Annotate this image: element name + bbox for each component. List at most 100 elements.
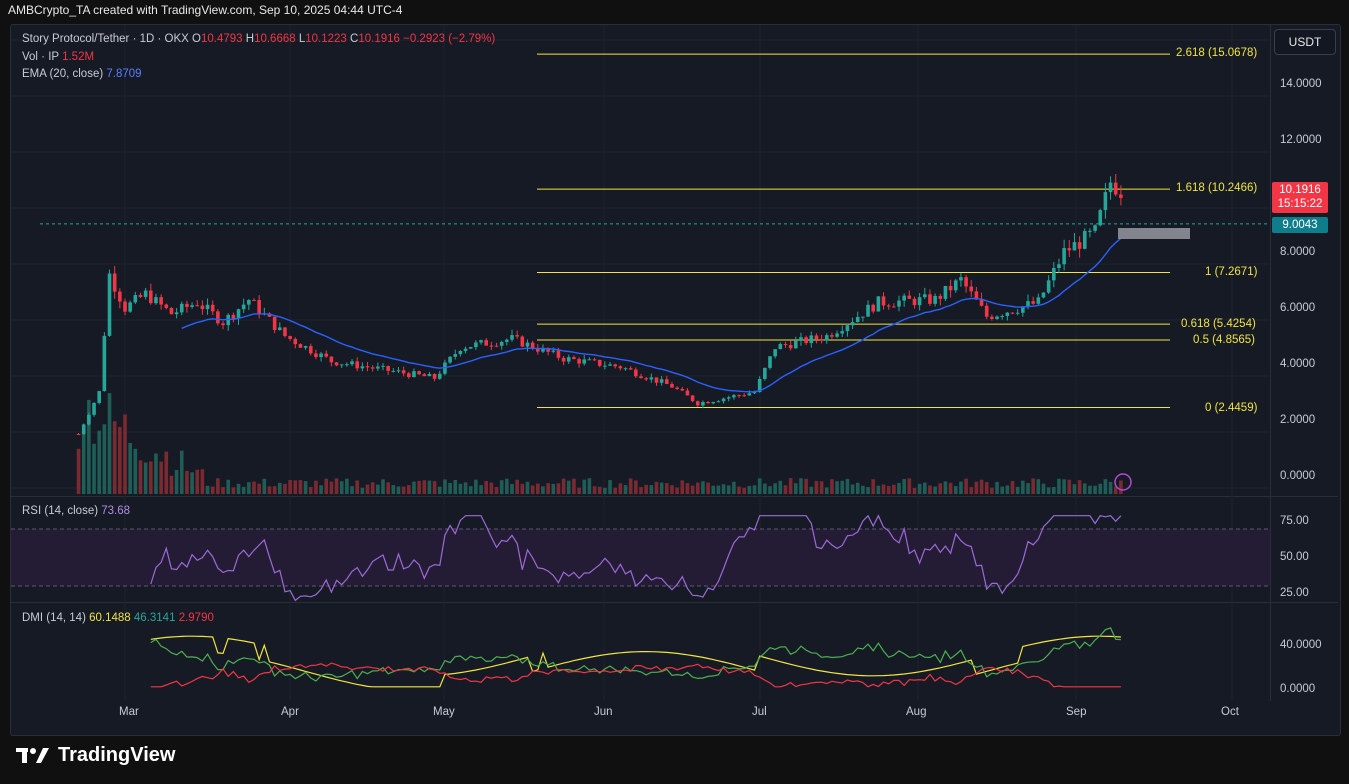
rsi-tick: 50.00 bbox=[1280, 551, 1309, 563]
volume-bar bbox=[185, 470, 189, 494]
dmi-minus-value: 2.9790 bbox=[178, 612, 214, 624]
tradingview-logo[interactable]: TradingView bbox=[16, 743, 175, 767]
candle-body bbox=[623, 368, 628, 370]
volume-bar bbox=[138, 460, 143, 494]
candle-body bbox=[809, 335, 814, 344]
candle-body bbox=[303, 346, 308, 348]
candle-body bbox=[768, 356, 772, 368]
volume-bar bbox=[510, 483, 514, 494]
candle-body bbox=[819, 339, 824, 341]
candle-body bbox=[830, 335, 834, 337]
candle-body bbox=[536, 348, 540, 352]
volume-bar bbox=[1108, 481, 1113, 494]
volume-bar bbox=[597, 486, 602, 494]
candle-body bbox=[355, 361, 359, 369]
volume-bar bbox=[520, 483, 525, 494]
volume-legend[interactable]: Vol · IP 1.52M bbox=[22, 51, 94, 63]
volume-bar bbox=[267, 486, 272, 494]
volume-bar bbox=[190, 472, 194, 494]
dmi-legend[interactable]: DMI (14, 14) 60.1488 46.3141 2.9790 bbox=[22, 612, 214, 624]
candle-body bbox=[639, 376, 643, 379]
ema-legend[interactable]: EMA (20, close) 7.8709 bbox=[22, 68, 142, 80]
candle-body bbox=[484, 340, 488, 346]
volume-bar bbox=[670, 485, 674, 494]
price-tick: 14.0000 bbox=[1280, 78, 1322, 90]
symbol-legend[interactable]: Story Protocol/Tether · 1D · OKX O10.479… bbox=[22, 33, 495, 45]
candle-body bbox=[267, 313, 272, 317]
volume-bar bbox=[845, 478, 850, 494]
bar-countdown: 15:15:22 bbox=[1277, 198, 1323, 210]
volume-bar bbox=[938, 483, 943, 494]
time-tick: Mar bbox=[119, 706, 139, 718]
candle-body bbox=[128, 302, 132, 312]
rsi-legend[interactable]: RSI (14, close) 73.68 bbox=[22, 505, 130, 517]
volume-bar bbox=[551, 483, 556, 494]
alert-icon bbox=[1114, 473, 1132, 491]
pane-divider[interactable] bbox=[11, 602, 1338, 603]
volume-bar bbox=[499, 480, 504, 494]
candle-body bbox=[1103, 192, 1108, 211]
candle-body bbox=[665, 379, 669, 384]
candle-body bbox=[1005, 312, 1010, 317]
candle-body bbox=[618, 366, 623, 369]
candle-body bbox=[928, 294, 932, 304]
candle-body bbox=[427, 373, 432, 377]
volume-bar bbox=[747, 485, 752, 494]
volume-bar bbox=[324, 478, 329, 494]
dmi-minus-line bbox=[150, 662, 1121, 688]
candle-body bbox=[644, 378, 648, 380]
candle-body bbox=[1021, 306, 1025, 313]
candle-body bbox=[422, 374, 427, 377]
candle-body bbox=[824, 335, 829, 341]
volume-bar bbox=[221, 487, 225, 494]
candle-body bbox=[685, 390, 690, 396]
volume-bar bbox=[763, 483, 767, 494]
candle-body bbox=[608, 364, 612, 366]
volume-bar bbox=[1082, 483, 1087, 494]
pane-divider[interactable] bbox=[11, 496, 1338, 497]
time-tick: Jul bbox=[752, 706, 767, 718]
currency-button[interactable]: USDT bbox=[1274, 29, 1336, 55]
volume-bar bbox=[226, 479, 230, 494]
candle-body bbox=[370, 367, 375, 369]
rsi-line bbox=[150, 514, 1122, 602]
volume-bar bbox=[665, 483, 669, 494]
candle-body bbox=[185, 303, 189, 307]
candle-body bbox=[159, 297, 163, 305]
chart-frame[interactable] bbox=[10, 24, 1341, 736]
candle-body bbox=[87, 414, 91, 425]
ema-label: EMA (20, close) bbox=[22, 68, 104, 80]
volume-bar bbox=[334, 478, 339, 494]
candle-body bbox=[81, 424, 86, 435]
volume-bar bbox=[1015, 486, 1020, 494]
volume-label: Vol · IP bbox=[22, 51, 59, 63]
dmi-tick: 0.0000 bbox=[1280, 683, 1316, 695]
candle-body bbox=[474, 342, 478, 348]
candle-body bbox=[216, 311, 220, 324]
candle-body bbox=[283, 327, 287, 337]
candle-body bbox=[112, 273, 117, 292]
candle-body bbox=[1057, 264, 1061, 269]
candle-body bbox=[174, 312, 179, 315]
candle-body bbox=[634, 369, 638, 377]
candle-body bbox=[711, 402, 716, 404]
volume-bar bbox=[953, 486, 958, 494]
volume-bar bbox=[902, 478, 906, 494]
candle-body bbox=[613, 364, 617, 367]
volume-bar bbox=[396, 486, 401, 494]
volume-bar bbox=[407, 485, 411, 494]
fib-label: 1 (7.2671) bbox=[1205, 266, 1258, 278]
candle-body bbox=[97, 391, 101, 403]
volume-bar bbox=[1000, 486, 1004, 494]
candle-body bbox=[479, 340, 483, 343]
volume-bar bbox=[768, 486, 772, 494]
volume-bar bbox=[355, 480, 359, 494]
candle-body bbox=[391, 370, 396, 372]
candle-body bbox=[123, 301, 127, 312]
candle-body bbox=[241, 304, 246, 310]
candle-body bbox=[912, 298, 917, 306]
volume-bar bbox=[881, 484, 886, 494]
candle-body bbox=[990, 316, 994, 319]
candle-body bbox=[324, 353, 329, 357]
